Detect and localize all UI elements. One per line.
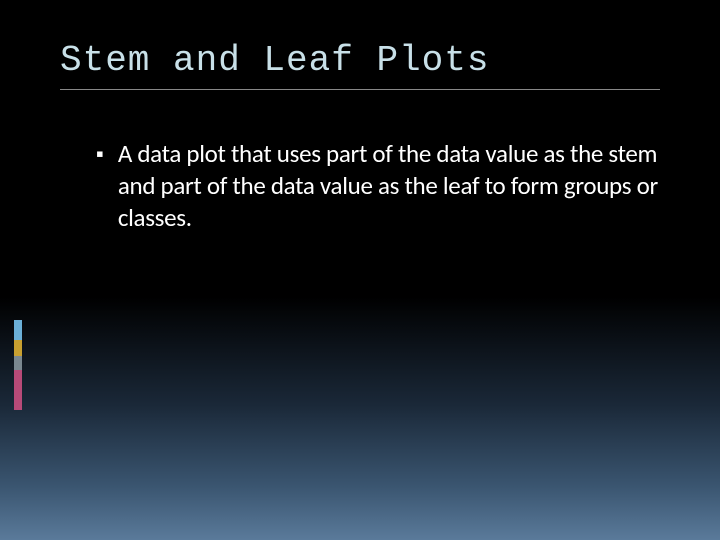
slide-body: ▪ A data plot that uses part of the data… — [60, 138, 660, 234]
title-underline — [60, 89, 660, 90]
accent-segment — [14, 340, 22, 356]
accent-segment — [14, 370, 22, 410]
bullet-text: A data plot that uses part of the data v… — [118, 138, 660, 234]
bullet-marker-icon: ▪ — [96, 140, 104, 169]
accent-segment — [14, 320, 22, 340]
slide-title: Stem and Leaf Plots — [60, 40, 660, 81]
bullet-item: ▪ A data plot that uses part of the data… — [96, 138, 660, 234]
slide: Stem and Leaf Plots ▪ A data plot that u… — [0, 0, 720, 540]
accent-strip — [14, 320, 22, 410]
accent-segment — [14, 356, 22, 370]
